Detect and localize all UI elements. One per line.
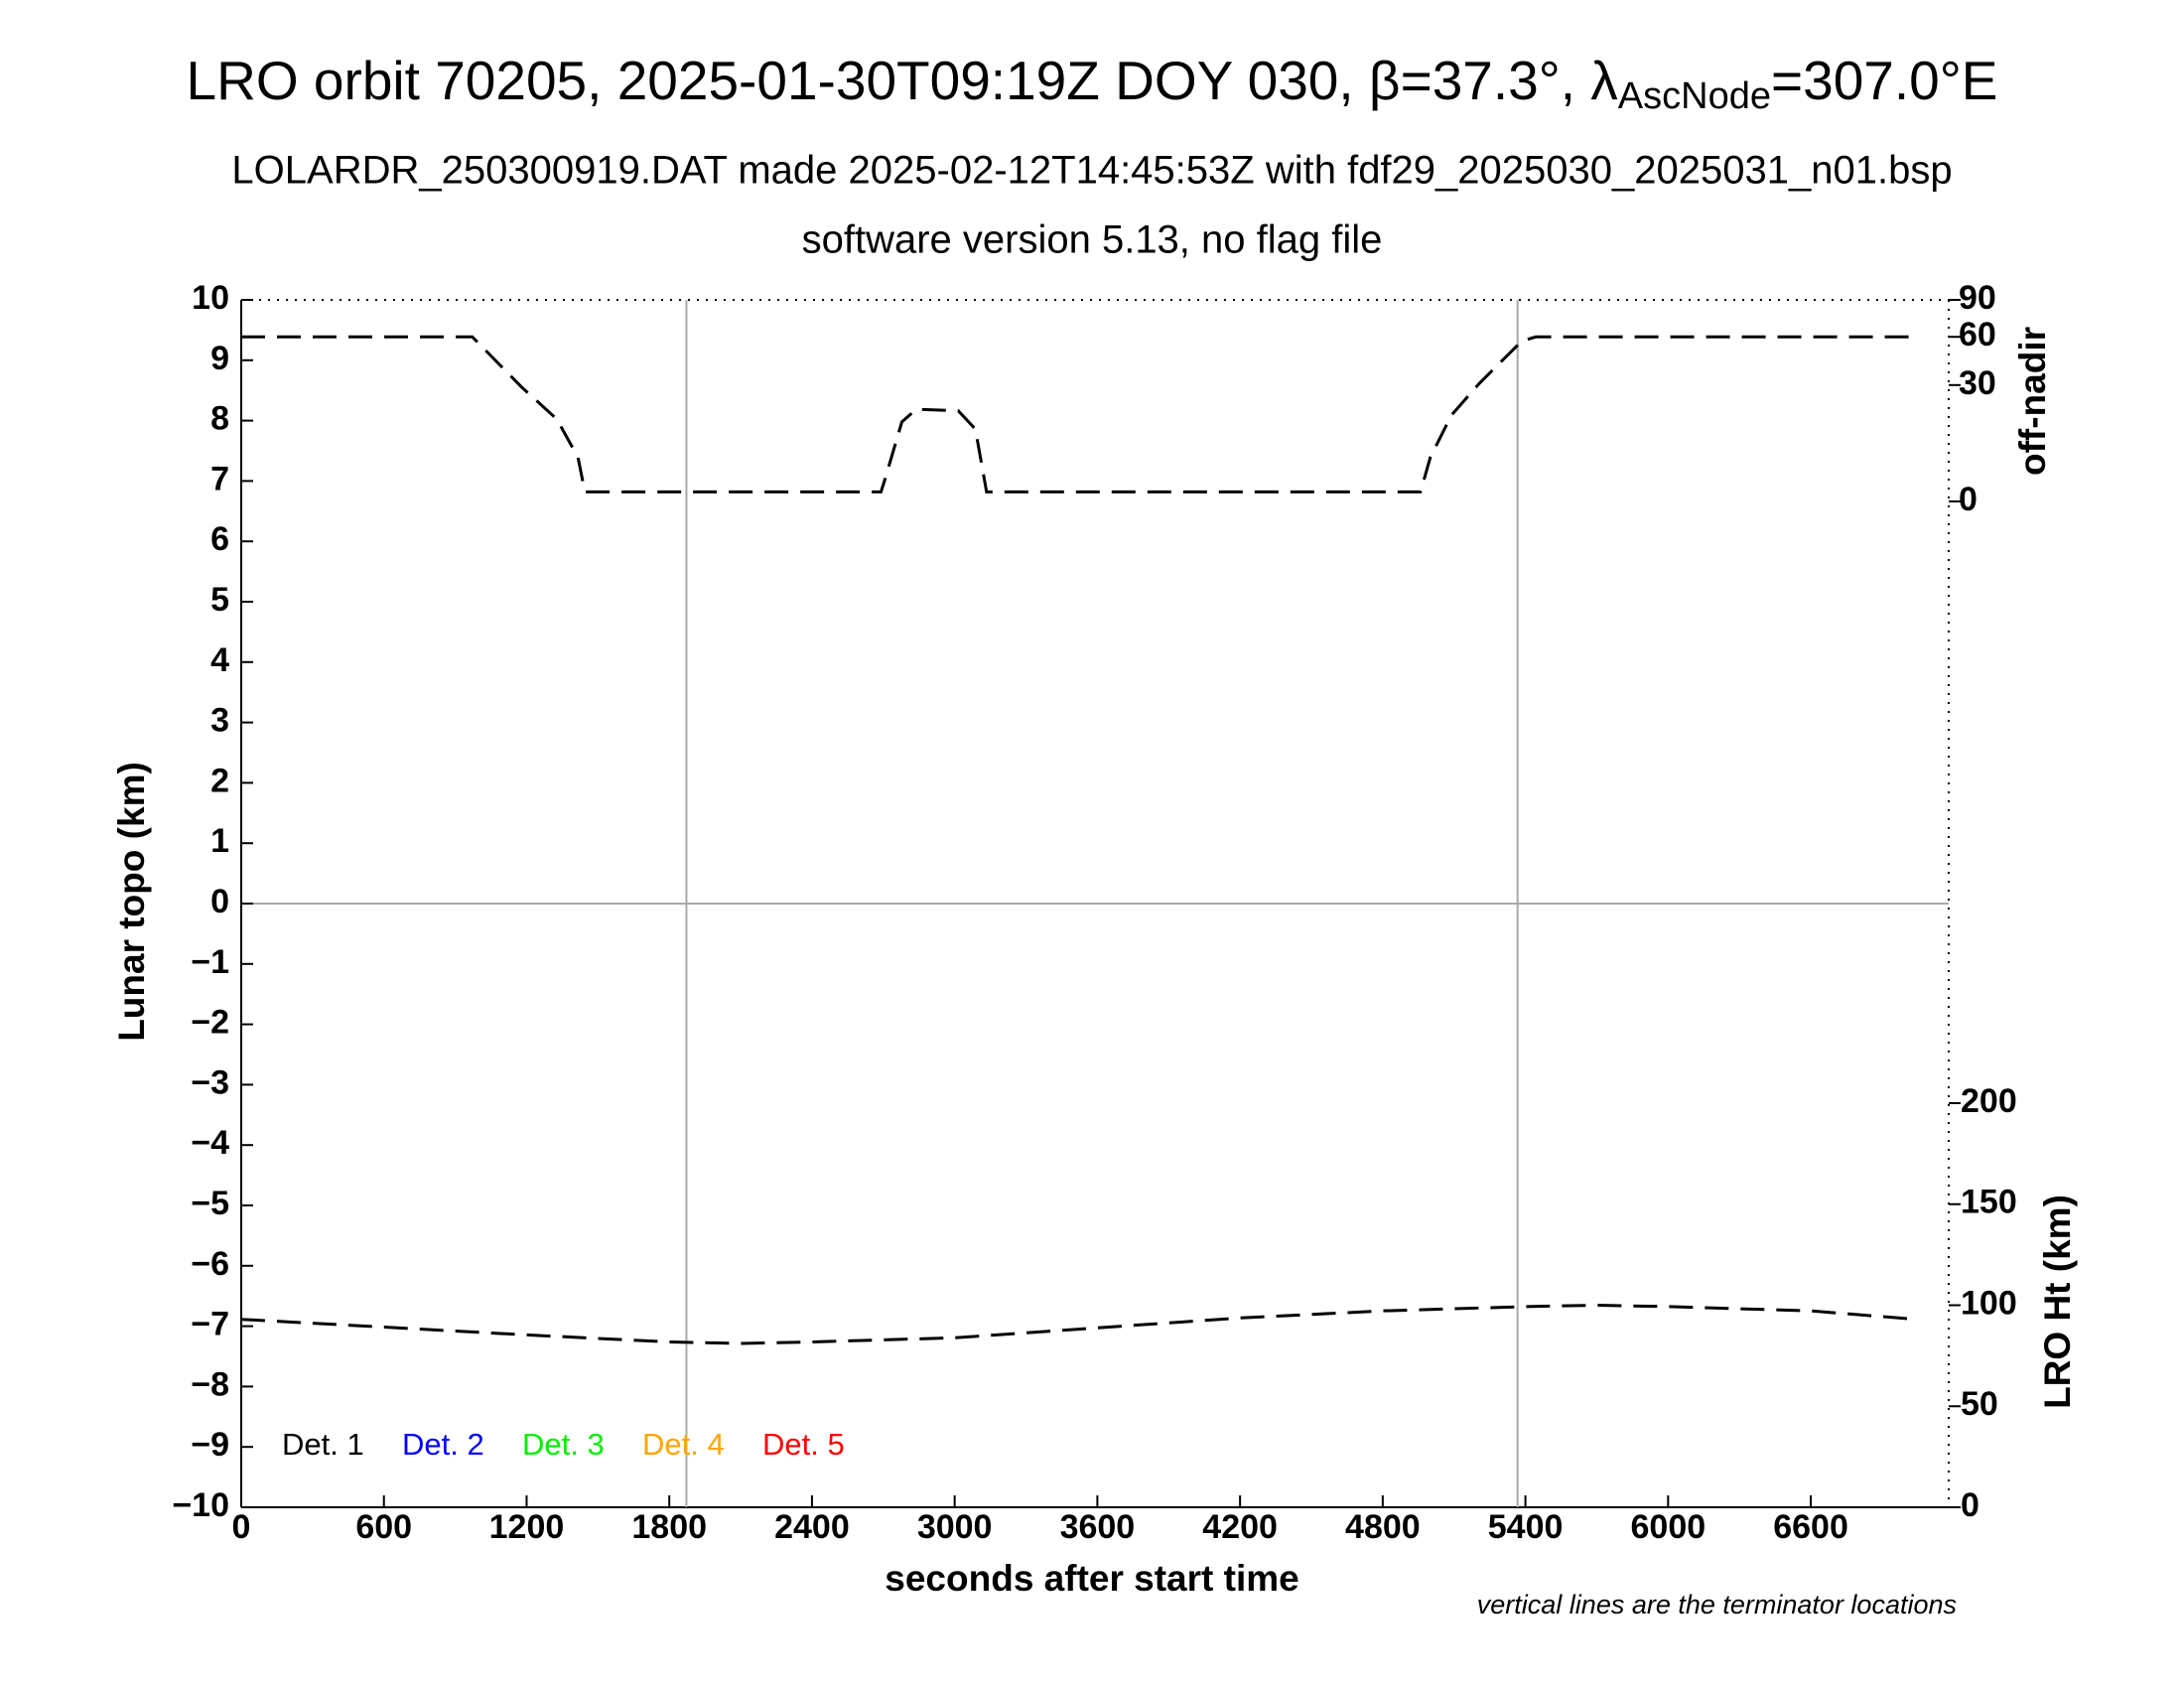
y3-axis-label: LRO Ht (km): [2037, 1195, 2078, 1409]
y-tick-label: −1: [191, 943, 229, 981]
subtitle: LOLARDR_250300919.DAT made 2025-02-12T14…: [231, 149, 1952, 193]
y2-tick-label: 90: [1959, 279, 1996, 317]
y-tick-label: −10: [172, 1486, 229, 1524]
y-tick-label: 1: [210, 822, 229, 860]
legend-entry: Det. 2: [402, 1427, 484, 1462]
x-tick-label: 2400: [774, 1508, 850, 1546]
y-tick-label: 10: [192, 279, 229, 317]
footnote: vertical lines are the terminator locati…: [1477, 1590, 1957, 1619]
x-tick-label: 1800: [631, 1508, 707, 1546]
y-tick-label: 9: [210, 340, 229, 377]
y-tick-label: 0: [210, 883, 229, 920]
y-tick-label: −3: [191, 1063, 229, 1101]
y2-tick-label: 0: [1959, 481, 1978, 518]
y3-tick-label: 200: [1961, 1082, 2017, 1120]
y-tick-label: −7: [191, 1306, 229, 1343]
y-axis-label: Lunar topo (km): [111, 762, 152, 1042]
y-tick-label: 5: [210, 581, 229, 619]
subtitle: software version 5.13, no flag file: [802, 218, 1383, 262]
y3-tick-label: 50: [1961, 1385, 1998, 1423]
x-tick-label: 6000: [1631, 1508, 1706, 1546]
legend-entry: Det. 3: [522, 1427, 605, 1462]
y3-tick-label: 150: [1961, 1184, 2017, 1221]
x-tick-label: 5400: [1488, 1508, 1564, 1546]
x-tick-label: 3000: [917, 1508, 993, 1546]
legend-entry: Det. 1: [282, 1427, 364, 1462]
y-tick-label: −9: [191, 1426, 229, 1464]
title-subscript: AscNode: [1618, 75, 1771, 117]
y3-tick-label: 0: [1961, 1486, 1979, 1524]
x-tick-label: 6600: [1773, 1508, 1848, 1546]
y-tick-label: −4: [191, 1124, 229, 1162]
y-tick-label: 2: [210, 762, 229, 799]
y-tick-label: 3: [210, 702, 229, 740]
chart-title: LRO orbit 70205, 2025-01-30T09:19Z DOY 0…: [187, 50, 1998, 118]
y-tick-label: 4: [210, 641, 229, 679]
y-tick-label: 7: [210, 460, 229, 497]
y-tick-label: −6: [191, 1245, 229, 1283]
title-part: LRO orbit 70205, 2025-01-30T09:19Z DOY 0…: [187, 50, 1619, 111]
y-tick-label: −5: [191, 1185, 229, 1222]
y2-tick-label: 30: [1959, 364, 1996, 402]
y3-tick-label: 100: [1961, 1284, 2017, 1322]
x-axis-label: seconds after start time: [885, 1558, 1298, 1599]
y2-tick-label: 60: [1959, 316, 1996, 353]
x-tick-label: 600: [355, 1508, 412, 1546]
y-tick-label: 8: [210, 400, 229, 438]
x-tick-label: 3600: [1060, 1508, 1136, 1546]
title-part: =307.0°E: [1771, 50, 1997, 111]
y2-axis-label: off-nadir: [2012, 327, 2053, 476]
x-tick-label: 4800: [1345, 1508, 1421, 1546]
series-line: [240, 1303, 1917, 1345]
legend-entry: Det. 5: [762, 1427, 845, 1462]
x-tick-label: 4200: [1202, 1508, 1278, 1546]
series-line: [241, 335, 1917, 493]
y-tick-label: −8: [191, 1365, 229, 1403]
legend-entry: Det. 4: [642, 1427, 725, 1462]
y-tick-label: −2: [191, 1004, 229, 1042]
x-tick-label: 0: [232, 1508, 251, 1546]
y-tick-label: 6: [210, 520, 229, 558]
x-tick-label: 1200: [489, 1508, 565, 1546]
